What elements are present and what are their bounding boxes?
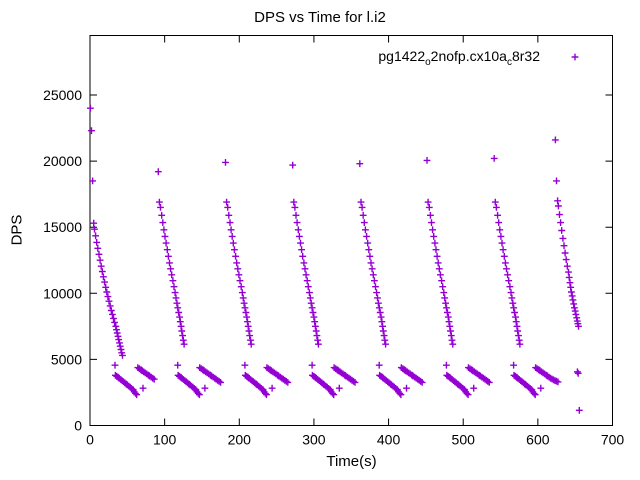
x-tick-label: 200 <box>228 432 252 448</box>
x-tick-label: 400 <box>377 432 401 448</box>
y-tick-label: 20000 <box>43 153 82 169</box>
plot-frame <box>89 35 613 426</box>
x-tick-label: 500 <box>452 432 476 448</box>
x-tick-label: 300 <box>302 432 326 448</box>
legend-label-subscript: o <box>425 56 431 68</box>
y-tick-label: 10000 <box>43 285 82 301</box>
x-axis-label: Time(s) <box>326 453 377 470</box>
x-tick-label: 600 <box>526 432 550 448</box>
chart-title: DPS vs Time for l.i2 <box>254 9 386 26</box>
legend-marker-icon <box>571 53 579 61</box>
axis-ticks <box>89 35 613 426</box>
legend-series-label: pg1422o2nofp.cx10ac8r32 <box>378 48 540 68</box>
y-tick-label: 25000 <box>43 87 82 103</box>
legend-label-part: pg1422 <box>378 48 426 64</box>
legend: pg1422o2nofp.cx10ac8r32 <box>378 48 540 68</box>
y-tick-label: 5000 <box>51 351 82 367</box>
legend-label-subscript: c <box>506 56 512 68</box>
x-tick-label: 100 <box>153 432 177 448</box>
scatter-points <box>87 104 583 414</box>
x-tick-label: 700 <box>601 432 625 448</box>
y-tick-label: 0 <box>74 418 82 434</box>
y-axis-label: DPS <box>8 214 26 246</box>
legend-label-part: 8r32 <box>511 48 540 64</box>
y-tick-label: 15000 <box>43 219 82 235</box>
legend-label-part: 2nofp.cx10a <box>430 48 507 64</box>
x-tick-label: 0 <box>86 432 94 448</box>
